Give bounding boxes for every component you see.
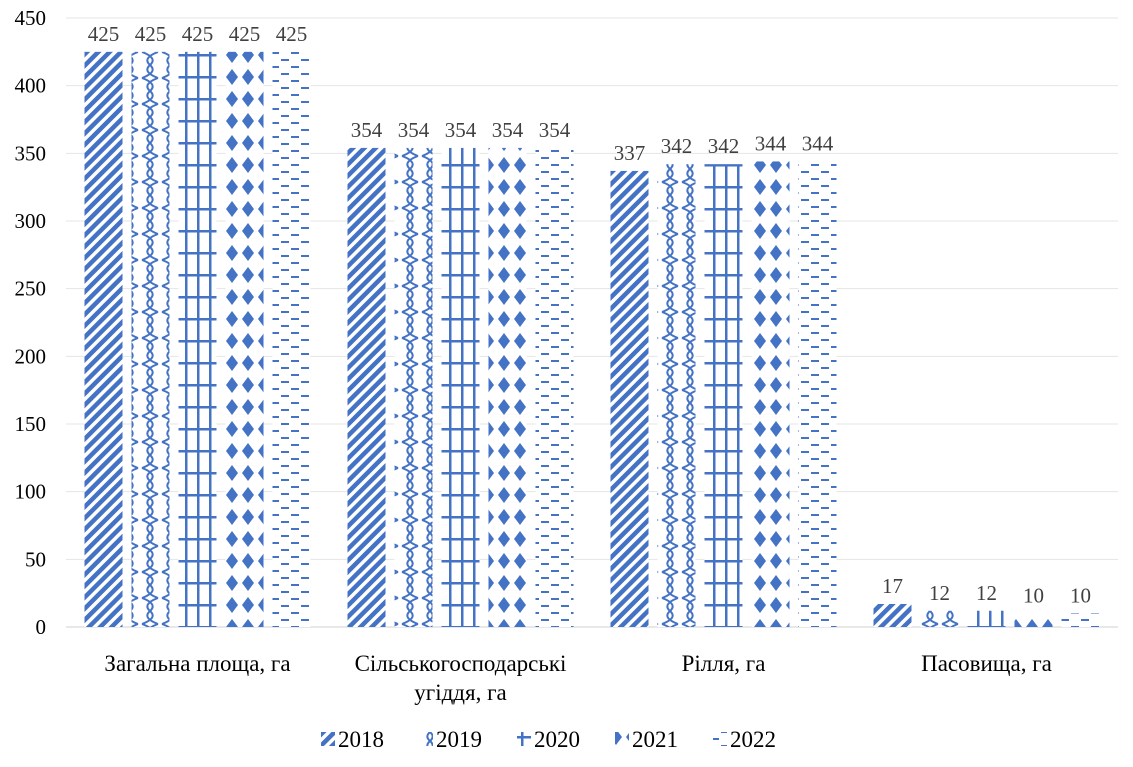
y-tick-label: 350 <box>15 141 47 165</box>
y-tick-label: 450 <box>15 6 47 30</box>
data-label: 425 <box>182 22 214 46</box>
legend-swatch-2021 <box>615 732 629 746</box>
y-tick-label: 400 <box>15 74 47 98</box>
bar-2018 <box>84 51 123 628</box>
data-label: 425 <box>276 22 308 46</box>
y-tick-label: 150 <box>15 412 47 436</box>
x-category-label: Загальна площа, га <box>104 651 290 676</box>
data-label: 10 <box>1023 583 1044 607</box>
bar-2020 <box>967 610 1006 627</box>
legend: 2018 2019 2020 2021 2022 <box>321 727 776 752</box>
bar-2018 <box>873 603 912 627</box>
y-tick-label: 300 <box>15 209 47 233</box>
y-tick-label: 100 <box>15 480 47 504</box>
bar-2020 <box>441 147 480 628</box>
y-tick-label: 0 <box>36 615 47 639</box>
bars <box>84 51 1100 628</box>
bar-2021 <box>1014 613 1053 627</box>
bar-2019 <box>394 147 433 628</box>
data-label: 342 <box>661 134 693 158</box>
data-label: 17 <box>882 574 903 598</box>
data-label: 12 <box>976 581 997 605</box>
bar-2021 <box>751 161 790 627</box>
legend-swatch-2020 <box>517 732 531 746</box>
data-label: 354 <box>351 118 383 142</box>
legend-swatch-2022 <box>713 732 727 746</box>
y-tick-label: 250 <box>15 277 47 301</box>
gridlines <box>66 17 1118 628</box>
bar-2022 <box>798 161 837 627</box>
bar-2019 <box>131 51 170 628</box>
bar-2022 <box>535 147 574 628</box>
data-label: 12 <box>929 581 950 605</box>
data-label: 425 <box>229 22 261 46</box>
bar-2022 <box>1061 613 1100 627</box>
legend-label-2022: 2022 <box>730 727 776 752</box>
data-label: 344 <box>802 131 834 155</box>
legend-swatch-2019 <box>419 732 433 746</box>
data-label: 425 <box>135 22 167 46</box>
x-category-label: Пасовища, га <box>921 651 1052 676</box>
bar-2021 <box>488 147 527 628</box>
bar-2018 <box>347 147 386 628</box>
x-category-label: Сільськогосподарські угіддя, га <box>355 651 567 705</box>
data-label: 354 <box>492 118 524 142</box>
legend-swatch-2018 <box>321 732 335 746</box>
data-label: 342 <box>708 134 740 158</box>
bar-2019 <box>657 164 696 627</box>
legend-label-2019: 2019 <box>436 727 482 752</box>
bar-2022 <box>272 51 311 628</box>
bar-2018 <box>610 170 649 627</box>
y-tick-label: 50 <box>25 547 46 571</box>
bar-2020 <box>178 51 217 628</box>
data-label: 344 <box>755 131 787 155</box>
y-axis: 0 50 100 150 200 250 300 350 400 450 <box>15 6 47 639</box>
x-category-label: Рілля, га <box>682 651 766 676</box>
data-label: 425 <box>88 22 120 46</box>
data-label: 354 <box>445 118 477 142</box>
bar-2019 <box>920 610 959 627</box>
legend-label-2020: 2020 <box>534 727 580 752</box>
data-labels: 425 425 425 425 425 354 354 354 354 354 337 342 342 3… <box>88 22 1091 608</box>
data-label: 354 <box>398 118 430 142</box>
legend-label-2021: 2021 <box>632 727 678 752</box>
legend-label-2018: 2018 <box>338 727 384 752</box>
bar-2021 <box>225 51 264 628</box>
data-label: 337 <box>614 141 646 165</box>
bar-2020 <box>704 164 743 627</box>
x-axis: Загальна площа, га Сільськогосподарські уг… <box>104 651 1051 705</box>
data-label: 10 <box>1070 583 1091 607</box>
data-label: 354 <box>539 118 571 142</box>
y-tick-label: 200 <box>15 344 47 368</box>
